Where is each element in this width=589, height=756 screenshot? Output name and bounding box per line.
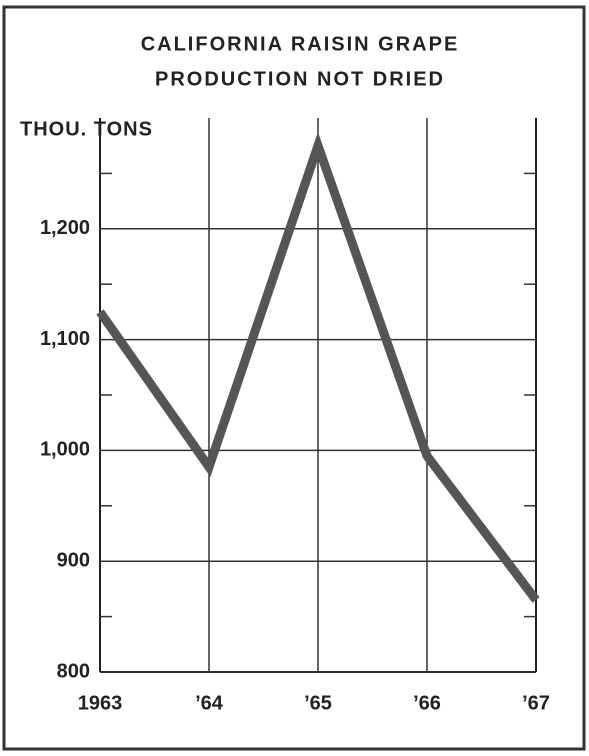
chart-subtitle: PRODUCTION NOT DRIED [155, 68, 445, 90]
y-tick-label: 1,200 [40, 217, 90, 239]
x-tick-label: ’65 [304, 692, 332, 714]
data-line [96, 131, 540, 603]
chart-border [2, 5, 586, 751]
y-axis-label: THOU. TONS [20, 118, 153, 140]
y-tick-label: 1,100 [40, 328, 90, 350]
x-tick-label: ’66 [413, 692, 441, 714]
x-tick-label: 1963 [78, 692, 123, 714]
y-tick-label: 800 [57, 660, 90, 682]
x-tick-label: ’64 [195, 692, 224, 714]
y-tick-label: 1,000 [40, 439, 90, 461]
chart-title: CALIFORNIA RAISIN GRAPE [141, 33, 460, 55]
y-tick-label: 900 [57, 549, 90, 571]
x-tick-label: ’67 [522, 692, 550, 714]
